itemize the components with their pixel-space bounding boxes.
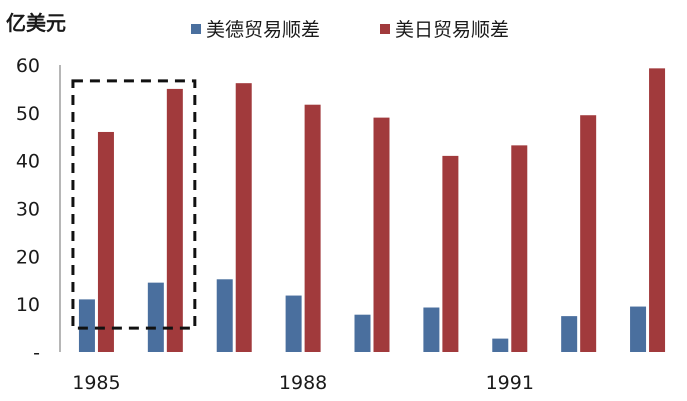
bar-germany-1989 [354,314,371,352]
legend-label-germany: 美德贸易顺差 [206,19,320,41]
legend: 美德贸易顺差 美日贸易顺差 [191,19,509,41]
y-axis-ticks: - 10 20 30 40 50 60 [16,55,40,364]
bar-japan-1993 [649,68,666,353]
bar-germany-1993 [630,306,647,352]
y-tick-label: 40 [16,151,40,173]
unit-label: 亿美元 [6,11,66,35]
bar-germany-1985 [78,299,95,352]
bar-japan-1987 [235,83,252,352]
legend-label-japan: 美日贸易顺差 [395,19,509,41]
bar-germany-1991 [492,338,509,352]
x-tick-label: 1988 [279,372,327,394]
bar-germany-1988 [285,295,302,352]
bar-germany-1987 [216,279,233,352]
legend-swatch-germany [191,24,201,34]
y-tick-label: 10 [16,294,40,316]
y-tick-label: 60 [16,55,40,77]
bar-japan-1992 [580,115,597,352]
y-tick-label: 50 [16,103,40,125]
bars [78,68,666,353]
bar-japan-1990 [442,155,459,352]
y-tick-label: 20 [16,246,40,268]
highlight-dashed-box [71,79,197,330]
x-tick-label: 1991 [486,372,534,394]
bar-japan-1986 [166,88,183,353]
bar-germany-1992 [561,316,578,352]
bar-japan-1985 [97,131,114,352]
bar-germany-1990 [423,307,440,352]
bar-japan-1991 [511,145,528,352]
x-tick-label: 1985 [72,372,120,394]
bar-japan-1988 [304,104,321,353]
legend-swatch-japan [380,24,390,34]
bar-germany-1986 [147,282,164,352]
y-tick-label: 30 [16,199,40,221]
bar-japan-1989 [373,117,390,352]
x-axis-ticks: 1985 1988 1991 [72,372,534,394]
y-tick-label: - [33,342,40,364]
